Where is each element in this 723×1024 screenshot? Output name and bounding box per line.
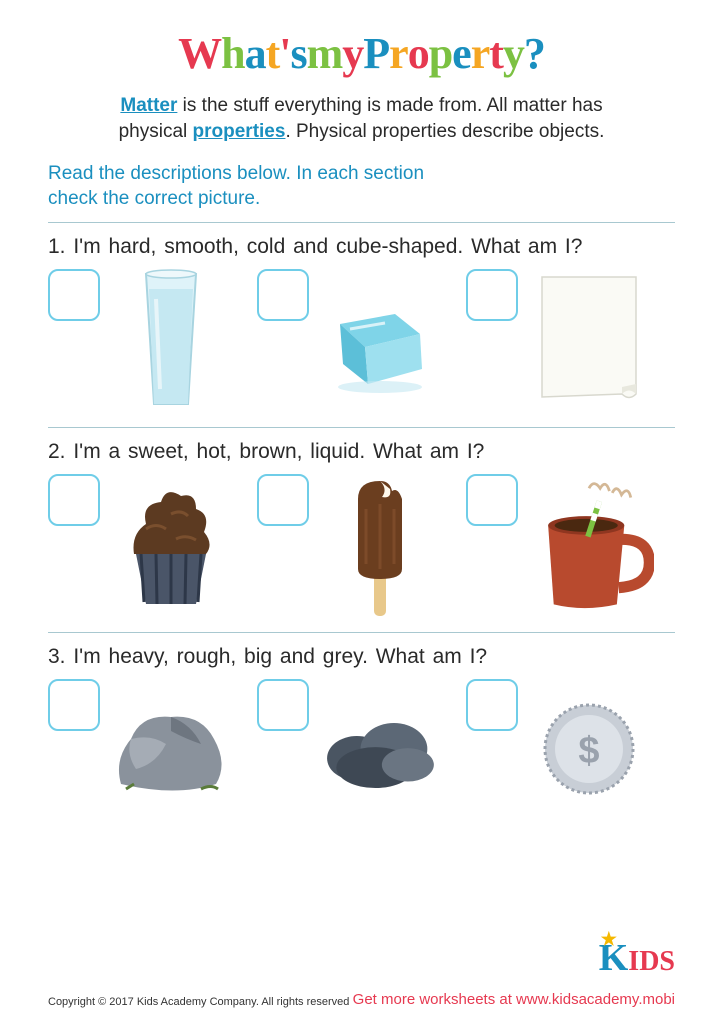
rock-icon — [106, 679, 236, 819]
instructions: Read the descriptions below. In each sec… — [48, 162, 675, 211]
checkbox[interactable] — [466, 474, 518, 526]
intro-line1: is the stuff everything is made from. Al… — [177, 95, 602, 116]
question-2: 2. I'm a sweet, hot, brown, liquid. What… — [48, 440, 675, 464]
cupcake-icon — [106, 474, 236, 614]
question-3-options: $ — [48, 679, 675, 829]
page-title: What's my Property? — [48, 28, 675, 79]
question-1-options — [48, 269, 675, 419]
option-cupcake — [48, 474, 257, 614]
popsicle-icon — [315, 474, 445, 614]
intro-text: Matter is the stuff everything is made f… — [48, 93, 675, 144]
divider — [48, 427, 675, 428]
intro-line2b: . Physical properties describe objects. — [285, 121, 604, 142]
checkbox[interactable] — [466, 269, 518, 321]
keyword-matter: Matter — [120, 95, 177, 116]
cloud-icon — [315, 679, 445, 819]
option-popsicle — [257, 474, 466, 614]
ice-cube-icon — [315, 269, 445, 409]
option-paper — [466, 269, 675, 409]
checkbox[interactable] — [48, 474, 100, 526]
option-rock — [48, 679, 257, 819]
checkbox[interactable] — [257, 679, 309, 731]
option-glass — [48, 269, 257, 409]
glass-water-icon — [106, 269, 236, 409]
option-coin: $ — [466, 679, 675, 819]
kids-academy-logo: ★KIDS — [599, 936, 675, 980]
star-icon: ★ — [601, 929, 617, 950]
question-3: 3. I'm heavy, rough, big and grey. What … — [48, 645, 675, 669]
intro-line2a: physical — [119, 121, 193, 142]
checkbox[interactable] — [257, 269, 309, 321]
checkbox[interactable] — [257, 474, 309, 526]
question-2-options — [48, 474, 675, 624]
option-cloud — [257, 679, 466, 819]
keyword-properties: properties — [193, 121, 286, 142]
svg-text:$: $ — [578, 730, 599, 772]
checkbox[interactable] — [466, 679, 518, 731]
get-more-link: Get more worksheets at www.kidsacademy.m… — [353, 991, 675, 1008]
hot-cocoa-icon — [524, 474, 654, 614]
checkbox[interactable] — [48, 679, 100, 731]
logo-rest: IDS — [628, 946, 675, 977]
footer: Copyright © 2017 Kids Academy Company. A… — [48, 991, 675, 1008]
checkbox[interactable] — [48, 269, 100, 321]
divider — [48, 222, 675, 223]
copyright: Copyright © 2017 Kids Academy Company. A… — [48, 996, 349, 1008]
option-ice — [257, 269, 466, 409]
divider — [48, 632, 675, 633]
coin-icon: $ — [524, 679, 654, 819]
logo-k: ★K — [599, 937, 629, 979]
paper-icon — [524, 269, 654, 409]
question-1: 1. I'm hard, smooth, cold and cube-shape… — [48, 235, 675, 259]
option-cocoa — [466, 474, 675, 614]
